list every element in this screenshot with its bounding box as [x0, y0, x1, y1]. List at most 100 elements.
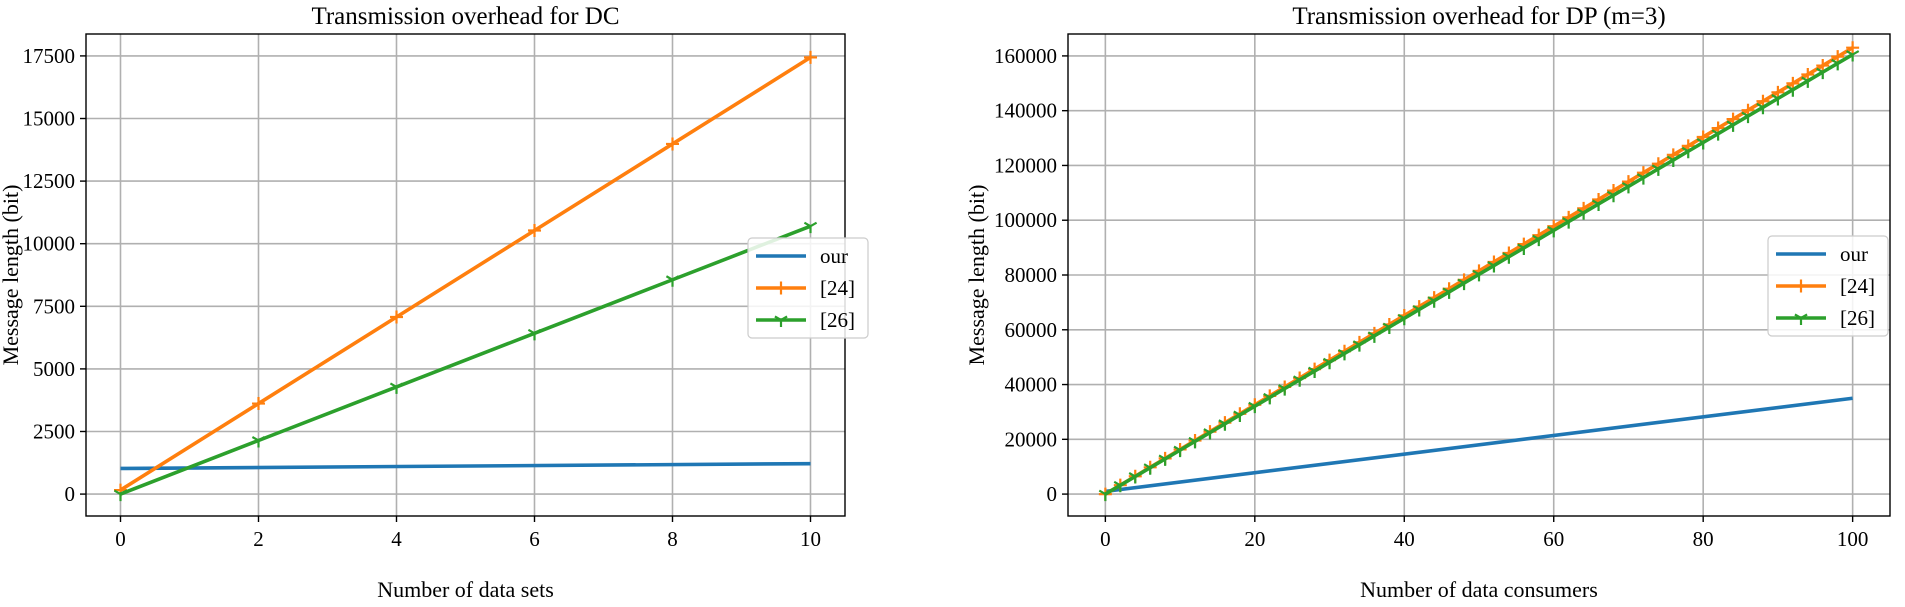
- legend-marker: [1794, 279, 1808, 293]
- series-26: [113, 221, 818, 502]
- data-point: [804, 50, 817, 64]
- y-tick-label: 0: [65, 482, 76, 506]
- data-point: [1442, 287, 1456, 299]
- data-point: [1173, 445, 1187, 458]
- data-point: [1143, 463, 1157, 475]
- y-tick-label: 40000: [1005, 373, 1058, 397]
- data-point: [1786, 85, 1800, 97]
- chart-2: 0 20 40 60 80 100 0 20000 40000 60000 80000 100000 1…: [964, 3, 1891, 602]
- data-point: [389, 382, 404, 394]
- data-point: [1576, 208, 1591, 220]
- series-line: [119, 224, 812, 496]
- series-line: [120, 461, 811, 471]
- data-point: [1666, 155, 1680, 168]
- data-point: [1248, 401, 1262, 414]
- data-point: [1651, 164, 1665, 176]
- data-point: [1771, 94, 1785, 106]
- data-point: [1203, 428, 1217, 440]
- y-tick-label: 15000: [23, 107, 76, 131]
- data-point: [1532, 234, 1546, 247]
- data-point: [1606, 190, 1621, 203]
- data-point: [1816, 59, 1830, 73]
- data-point: [1128, 472, 1142, 484]
- y-tick-label: 20000: [1005, 427, 1058, 451]
- y-tick-label: 120000: [994, 153, 1057, 177]
- data-point: [1846, 50, 1860, 62]
- legend-marker: [774, 315, 788, 327]
- legend-box: [1767, 235, 1889, 337]
- data-point: [528, 223, 541, 237]
- data-point: [665, 275, 680, 287]
- x-tick-label: 80: [1693, 527, 1714, 551]
- x-axis-label: Number of data sets: [377, 577, 554, 602]
- x-tick-label: 20: [1244, 527, 1265, 551]
- x-tick-label: 0: [1100, 527, 1111, 551]
- y-tick-label: 5000: [33, 357, 75, 381]
- data-point: [1367, 331, 1382, 343]
- legend-marker: [1794, 313, 1808, 325]
- legend-label: our: [1840, 242, 1868, 266]
- data-point: [1263, 392, 1277, 405]
- data-point: [1412, 305, 1426, 317]
- data-point: [1158, 454, 1172, 466]
- data-point: [1113, 480, 1127, 493]
- y-tick-label: 2500: [33, 419, 75, 443]
- series-line: [119, 55, 812, 492]
- x-tick-label: 40: [1394, 527, 1415, 551]
- series-our: [1105, 396, 1853, 494]
- data-point: [1831, 50, 1845, 64]
- x-tick-label: 2: [253, 527, 264, 551]
- legend-label: [24]: [820, 276, 855, 300]
- chart-1: 0 2 4 6 8 10 0 2500 5000 7500 10000 12500 15000 17500…: [0, 3, 869, 602]
- y-tick-label: 160000: [994, 44, 1057, 68]
- y-tick-label: 12500: [23, 169, 76, 193]
- legend-box: [747, 237, 869, 339]
- data-point: [527, 328, 542, 341]
- x-tick-label: 100: [1837, 527, 1869, 551]
- y-tick-label: 140000: [994, 99, 1057, 123]
- data-point: [1278, 384, 1292, 396]
- y-tick-label: 0: [1047, 482, 1058, 506]
- legend-marker: [774, 281, 788, 295]
- series-our: [120, 461, 811, 471]
- data-point: [1547, 225, 1561, 238]
- data-point: [1427, 296, 1441, 308]
- x-tick-label: 0: [115, 527, 126, 551]
- series-26: [1098, 50, 1860, 502]
- x-tick-label: 60: [1543, 527, 1564, 551]
- y-tick-label: 100000: [994, 208, 1057, 232]
- data-point: [1382, 322, 1396, 335]
- data-point: [1487, 261, 1501, 273]
- data-point: [1472, 269, 1486, 282]
- data-point: [1457, 278, 1471, 291]
- data-point: [1502, 252, 1516, 264]
- y-tick-label: 60000: [1005, 318, 1058, 342]
- data-point: [1218, 419, 1232, 431]
- data-point: [1591, 199, 1606, 211]
- data-point: [1233, 410, 1247, 422]
- x-tick-label: 10: [800, 527, 821, 551]
- data-point: [1562, 217, 1576, 229]
- y-tick-label: 17500: [23, 44, 76, 68]
- y-tick-label: 80000: [1005, 263, 1058, 287]
- data-point: [1337, 348, 1352, 361]
- chart-title: Transmission overhead for DC: [311, 3, 619, 30]
- y-axis-label: Message length (bit): [964, 185, 989, 366]
- data-point: [803, 221, 818, 234]
- data-point: [666, 137, 679, 151]
- series-line: [1105, 396, 1853, 494]
- data-point: [390, 310, 403, 324]
- data-point: [1756, 102, 1770, 115]
- legend-label: our: [820, 244, 848, 268]
- data-point: [1816, 67, 1830, 80]
- legend: our [24] [26]: [747, 237, 869, 339]
- data-point: [1293, 375, 1307, 387]
- y-tick-label: 10000: [23, 232, 76, 256]
- data-point: [1801, 67, 1815, 81]
- data-point: [1846, 41, 1860, 55]
- data-point: [1322, 357, 1337, 370]
- x-axis-label: Number of data consumers: [1360, 577, 1598, 602]
- data-point: [1397, 313, 1411, 326]
- data-point: [1741, 111, 1755, 124]
